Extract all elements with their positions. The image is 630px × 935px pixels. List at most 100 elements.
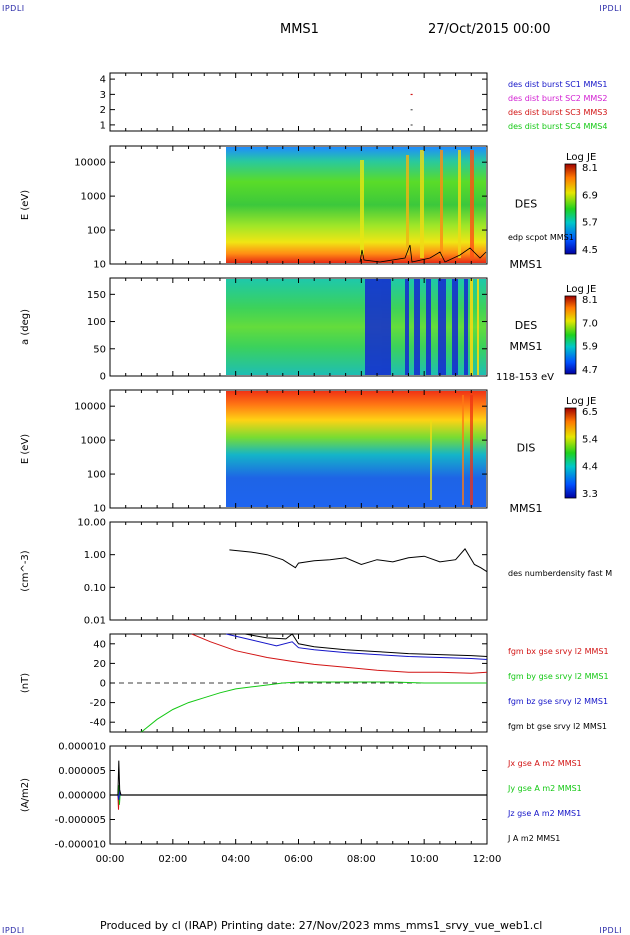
colorbar-tick-label: 5.7 [582, 218, 598, 229]
colorbar-title: Log JE [566, 284, 596, 295]
series-legend-entry: fgm bx gse srvy l2 MMS1 [508, 647, 609, 656]
series-legend-entry: Jy gse A m2 MMS1 [507, 784, 582, 793]
series-line [229, 548, 488, 573]
footer-credit: Produced by cl (IRAP) Printing date: 27/… [100, 919, 543, 932]
corner-label-top-left: IPDLI [2, 4, 25, 13]
y-axis-label: (cm^-3) [20, 550, 31, 591]
colorbar-tick-label: 8.1 [582, 295, 598, 306]
series-line [141, 681, 487, 733]
spectrogram-des-energy [226, 147, 486, 263]
y-axis-label: (nT) [20, 673, 31, 693]
y-tick-label: 10 [93, 504, 106, 515]
y-tick-label: 10 [93, 260, 106, 271]
y-tick-label: 100 [87, 317, 106, 328]
y-tick-label: -0.000010 [55, 840, 106, 851]
time-tick-label: 06:00 [284, 854, 313, 865]
y-tick-label: 20 [93, 659, 106, 670]
series-line [110, 794, 487, 810]
time-tick-label: 08:00 [347, 854, 376, 865]
des-pitch-dropouts [365, 279, 468, 375]
series-legend-entry: fgm bt gse srvy l2 MMS1 [508, 722, 607, 731]
time-tick-label: 12:00 [473, 854, 502, 865]
colorbar-tick-label: 7.0 [582, 318, 598, 329]
y-tick-label: 2 [100, 105, 106, 116]
time-tick-label: 00:00 [96, 854, 125, 865]
y-tick-label: 0.10 [84, 583, 106, 594]
y-tick-label: -20 [90, 698, 106, 709]
colorbar-title: Log JE [566, 396, 596, 407]
series-legend-entry: des numberdensity fast M [508, 569, 612, 578]
burst-legend-entry: des dist burst SC3 MMS3 [508, 108, 607, 117]
series-legend-entry: Jx gse A m2 MMS1 [507, 759, 582, 768]
y-axis-label: (A/m2) [20, 778, 31, 812]
y-axis-label: E (eV) [20, 190, 31, 220]
instrument-label: DES [515, 197, 537, 210]
time-tick-label: 04:00 [221, 854, 250, 865]
burst-legend-entry: des dist burst SC2 MMS2 [508, 94, 607, 103]
series-line [245, 633, 488, 657]
burst-legend-entry: des dist burst SC1 MMS1 [508, 80, 607, 89]
y-tick-label: 100 [87, 470, 106, 481]
colorbar-tick-label: 3.3 [582, 489, 598, 500]
y-tick-label: 0.000000 [58, 791, 106, 802]
y-axis-label: E (eV) [20, 434, 31, 464]
colorbar [564, 163, 577, 255]
spacecraft-label: MMS1 [510, 340, 543, 353]
y-tick-label: 10000 [74, 402, 106, 413]
corner-label-bottom-left: IPDLI [2, 926, 25, 935]
y-tick-label: 10000 [74, 158, 106, 169]
series-line [110, 760, 487, 796]
date-title: 27/Oct/2015 00:00 [428, 22, 551, 37]
des-pitch-hot [470, 279, 479, 375]
y-tick-label: 1000 [81, 436, 106, 447]
y-tick-label: 150 [87, 290, 106, 301]
y-tick-label: 1000 [81, 192, 106, 203]
y-tick-label: 0.01 [84, 616, 106, 627]
des-energy-bursts [360, 150, 474, 258]
dis-energy-streaks [430, 395, 473, 505]
burst-marker [410, 124, 413, 126]
colorbar [564, 407, 577, 499]
spectrogram-des-pitch [226, 279, 486, 375]
colorbar-tick-label: 4.5 [582, 245, 598, 256]
colorbar-title: Log JE [566, 152, 596, 163]
burst-marker [410, 109, 413, 111]
series-line [191, 633, 488, 674]
y-tick-label: 4 [100, 75, 106, 86]
colorbar-tick-label: 6.9 [582, 190, 598, 201]
colorbar-tick-label: 4.7 [582, 365, 598, 376]
y-tick-label: 3 [100, 90, 106, 101]
panel-frame-density [109, 521, 488, 621]
instrument-label: DES [515, 319, 537, 332]
y-tick-label: 50 [93, 344, 106, 355]
colorbar-tick-label: 8.1 [582, 163, 598, 174]
y-tick-label: 0 [100, 372, 106, 383]
y-tick-label: 10.00 [77, 518, 106, 529]
colorbar-tick-label: 5.4 [582, 434, 598, 445]
burst-marker [410, 93, 413, 96]
corner-label-bottom-right: IPDLI [599, 926, 622, 935]
scpot-trace [359, 244, 487, 263]
spectrogram-dis-energy [226, 391, 486, 507]
colorbar [564, 295, 577, 375]
time-tick-label: 10:00 [410, 854, 439, 865]
series-legend-entry: fgm bz gse srvy l2 MMS1 [508, 697, 608, 706]
y-tick-label: 1 [100, 120, 106, 131]
spacecraft-label: MMS1 [510, 502, 543, 515]
series-line [226, 633, 488, 660]
panel-frame-burst [109, 72, 488, 132]
energy-range-label: 118-153 eV [496, 372, 554, 383]
series-legend-entry: J A m2 MMS1 [507, 834, 560, 843]
y-axis-label: a (deg) [20, 309, 31, 345]
series-legend-entry: Jz gse A m2 MMS1 [507, 809, 581, 818]
series-legend-entry: fgm by gse srvy l2 MMS1 [508, 672, 609, 681]
y-tick-label: 1.00 [84, 550, 106, 561]
y-tick-label: 0 [100, 679, 106, 690]
y-tick-label: -40 [90, 718, 106, 729]
colorbar-tick-label: 4.4 [582, 462, 598, 473]
spacecraft-label: MMS1 [510, 258, 543, 271]
colorbar-tick-label: 6.5 [582, 407, 598, 418]
corner-label-top-right: IPDLI [599, 4, 622, 13]
spacecraft-title: MMS1 [280, 22, 319, 37]
